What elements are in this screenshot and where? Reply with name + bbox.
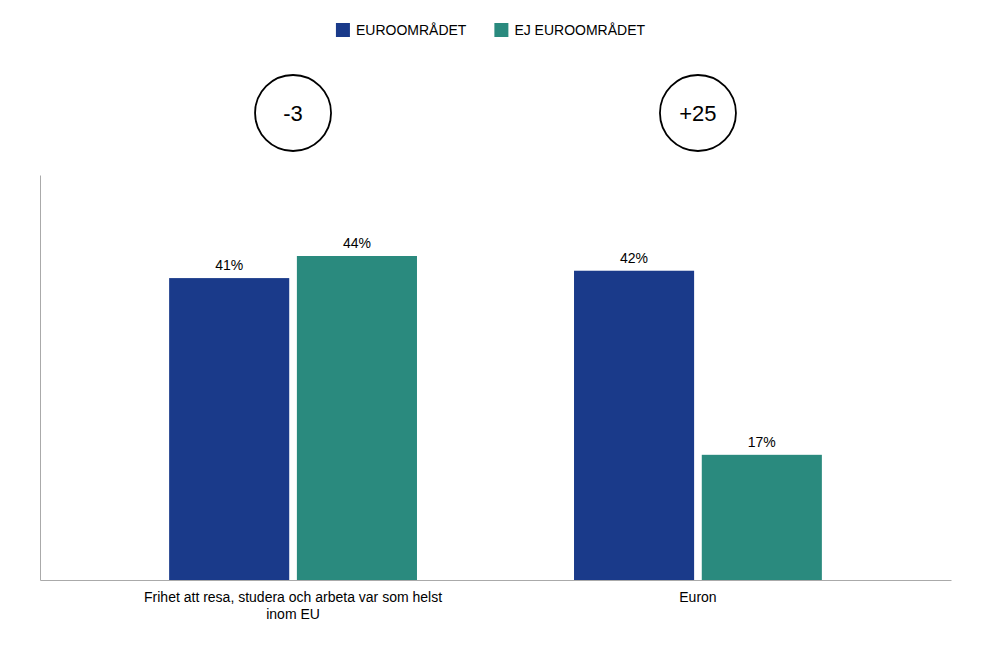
legend: EUROOMRÅDET EJ EUROOMRÅDET xyxy=(336,22,646,38)
legend-item: EJ EUROOMRÅDET xyxy=(494,22,645,38)
data-label: 42% xyxy=(620,250,648,266)
legend-label: EJ EUROOMRÅDET xyxy=(514,22,645,38)
annotations: -3 +25 xyxy=(255,75,736,151)
bars xyxy=(169,256,822,580)
x-axis-line xyxy=(41,580,952,581)
annotation-circle xyxy=(660,75,736,151)
x-tick-label: Euron xyxy=(679,589,716,605)
annotation: +25 xyxy=(679,101,716,126)
bar xyxy=(297,256,417,580)
annotation: -3 xyxy=(283,101,303,126)
plot: 41% 42% 44% 17% Frihet att resa, studera och… xyxy=(41,176,952,623)
bar xyxy=(169,278,289,580)
chart: 41% 42% 44% 17% Frihet att resa, studera och… xyxy=(0,0,981,660)
bar-series xyxy=(297,256,822,580)
legend-swatch xyxy=(494,23,508,37)
legend-swatch xyxy=(336,23,350,37)
bar-series xyxy=(169,271,694,580)
x-tick: Euron xyxy=(679,589,716,605)
annotation-circle xyxy=(255,75,331,151)
bar xyxy=(702,455,822,580)
data-label: 41% xyxy=(215,257,243,273)
data-label: 44% xyxy=(343,235,371,251)
bar xyxy=(574,271,694,580)
data-labels: 41% 42% 44% 17% xyxy=(215,235,776,450)
x-tick: Frihet att resa, studera och arbeta var … xyxy=(144,589,442,623)
legend-label: EUROOMRÅDET xyxy=(356,22,467,38)
y-axis xyxy=(40,176,41,581)
x-axis: Frihet att resa, studera och arbeta var … xyxy=(41,581,952,623)
data-label: 17% xyxy=(748,434,776,450)
legend-item: EUROOMRÅDET xyxy=(336,22,467,38)
x-tick-label: Frihet att resa, studera och arbeta var … xyxy=(144,589,442,623)
y-axis-line xyxy=(40,176,41,581)
